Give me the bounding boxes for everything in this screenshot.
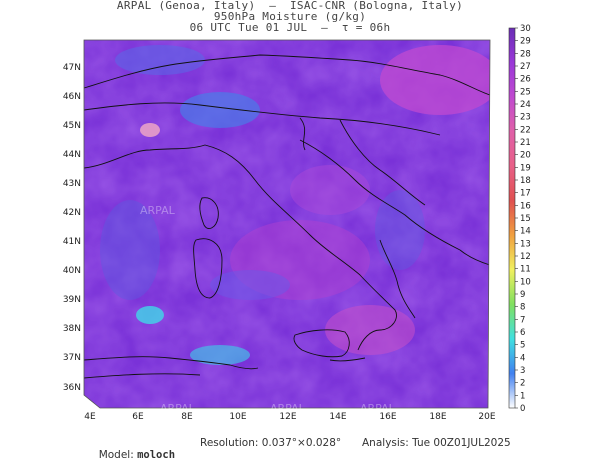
colorbar-label: 9 <box>520 290 525 300</box>
header-line-3: 06 UTC Tue 01 JUL — τ = 06h <box>189 21 391 34</box>
colorbar-label: 14 <box>520 227 531 237</box>
watermark-4: ARPAL <box>360 402 396 415</box>
latitude-labels: 47N 46N 45N 44N 43N 42N 41N 40N 39N 38N … <box>63 63 81 393</box>
lat-label: 47N <box>63 63 81 73</box>
colorbar-label: 11 <box>520 265 531 275</box>
footer-resolution: Resolution: 0.037°×0.028° <box>200 437 342 449</box>
colorbar-label: 22 <box>520 125 531 135</box>
colorbar-label: 29 <box>520 37 531 47</box>
lon-label: 20E <box>478 412 495 422</box>
colorbar-label: 1 <box>520 391 525 401</box>
colorbar-label: 23 <box>520 113 531 123</box>
lon-label: 8E <box>181 412 193 422</box>
colorbar-label: 4 <box>520 353 525 363</box>
lon-label: 4E <box>84 412 96 422</box>
lat-label: 40N <box>63 266 81 276</box>
colorbar-label: 3 <box>520 366 525 376</box>
lat-label: 46N <box>63 92 81 102</box>
watermark-2: ARPAL <box>160 402 196 415</box>
colorbar-label: 13 <box>520 239 531 249</box>
moisture-map: ARPAL ARPAL ARPAL ARPAL 47N 46N 45N 44N … <box>63 24 531 422</box>
lat-label: 43N <box>63 179 81 189</box>
colorbar-label: 5 <box>520 341 525 351</box>
lon-label: 18E <box>429 412 446 422</box>
colorbar-gradient <box>508 27 516 409</box>
header-line-2: 950hPa Moisture (g/kg) <box>213 10 367 23</box>
model-label: Model: <box>98 449 138 461</box>
colorbar-label: 24 <box>520 100 531 110</box>
colorbar-label: 16 <box>520 201 531 211</box>
lat-label: 41N <box>63 237 81 247</box>
model-name: moloch <box>137 449 176 461</box>
colorbar-label: 21 <box>520 138 531 148</box>
footer-model: Model: moloch <box>92 437 175 461</box>
colorbar-label: 20 <box>520 151 531 161</box>
lat-label: 38N <box>63 324 81 334</box>
lat-label: 42N <box>63 208 81 218</box>
lon-label: 12E <box>279 412 296 422</box>
colorbar-label: 6 <box>520 328 525 338</box>
lon-label: 10E <box>229 412 246 422</box>
lat-label: 39N <box>63 295 81 305</box>
colorbar-label: 15 <box>520 214 531 224</box>
map-frame <box>83 39 491 409</box>
lon-label: 6E <box>132 412 144 422</box>
lat-label: 44N <box>63 150 81 160</box>
colorbar-label: 18 <box>520 176 531 186</box>
colorbar-label: 12 <box>520 252 531 262</box>
header-line-1: ARPAL (Genoa, Italy) — ISAC-CNR (Bologna… <box>116 0 464 12</box>
colorbar-label: 25 <box>520 87 531 97</box>
colorbar-label: 30 <box>520 24 531 34</box>
colorbar-label: 28 <box>520 49 531 59</box>
moisture-field <box>84 40 490 408</box>
watermark-3: ARPAL <box>270 402 306 415</box>
lon-label: 16E <box>379 412 396 422</box>
colorbar-label: 27 <box>520 62 531 72</box>
lon-label: 14E <box>329 412 346 422</box>
watermark-1: ARPAL <box>140 204 176 217</box>
colorbar-label: 17 <box>520 189 531 199</box>
colorbar: 3029282726252423222120191817161514131211… <box>508 24 531 414</box>
coastlines <box>84 54 490 379</box>
longitude-labels: 4E 6E 8E 10E 12E 14E 16E 18E 20E <box>84 412 496 422</box>
lat-label: 36N <box>63 383 81 393</box>
colorbar-label: 10 <box>520 277 531 287</box>
colorbar-label: 7 <box>520 315 525 325</box>
colorbar-label: 0 <box>520 404 525 414</box>
colorbar-label: 2 <box>520 379 525 389</box>
colorbar-label: 19 <box>520 163 531 173</box>
lat-label: 45N <box>63 121 81 131</box>
footer-analysis: Analysis: Tue 00Z01JUL2025 <box>362 437 511 449</box>
lat-label: 37N <box>63 353 81 363</box>
colorbar-label: 26 <box>520 75 531 85</box>
colorbar-label: 8 <box>520 303 525 313</box>
